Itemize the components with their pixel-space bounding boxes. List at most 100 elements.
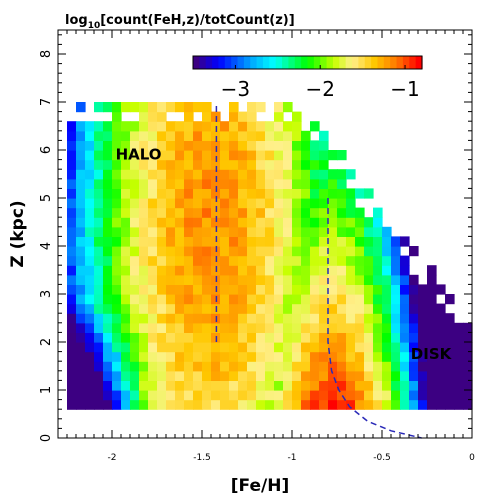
heatmap-cell: [157, 265, 167, 276]
heatmap-cell: [337, 150, 347, 161]
heatmap-cell: [409, 361, 419, 372]
heatmap-cell: [193, 121, 203, 132]
heatmap-cell: [247, 178, 257, 189]
heatmap-cell: [328, 226, 338, 237]
heatmap-cell: [418, 380, 428, 391]
heatmap-cell: [130, 399, 140, 410]
heatmap-cell: [130, 342, 140, 353]
heatmap-cell: [337, 351, 347, 362]
heatmap-cell: [283, 294, 293, 305]
heatmap-cell: [229, 399, 239, 410]
heatmap-cell: [283, 236, 293, 247]
heatmap-cell: [121, 265, 131, 276]
heatmap-cell: [283, 188, 293, 199]
heatmap-cell: [364, 313, 374, 324]
heatmap-cell: [247, 294, 257, 305]
heatmap-cell: [229, 111, 239, 122]
heatmap-cell: [364, 236, 374, 247]
heatmap-cell: [211, 169, 221, 180]
heatmap-cell: [292, 150, 302, 161]
heatmap-cell: [292, 274, 302, 285]
heatmap-cell: [310, 342, 320, 353]
heatmap-cell: [355, 217, 365, 228]
heatmap-cell: [85, 255, 95, 266]
heatmap-cell: [346, 207, 356, 218]
heatmap-cell: [418, 351, 428, 362]
heatmap-cell: [148, 226, 158, 237]
heatmap-cell: [112, 303, 122, 314]
heatmap-cell: [382, 236, 392, 247]
heatmap-cell: [337, 226, 347, 237]
heatmap-cell: [382, 284, 392, 295]
heatmap-cell: [220, 255, 230, 266]
heatmap-cell: [166, 102, 176, 113]
heatmap-cell: [265, 294, 275, 305]
colorbar-swatch: [313, 56, 321, 69]
heatmap-cell: [148, 159, 158, 170]
heatmap-cell: [229, 284, 239, 295]
heatmap-cell: [193, 399, 203, 410]
heatmap-cell: [94, 361, 104, 372]
axes: 0 1 2 3 4 5 6 7 8 -2 -1.5 -1 -0.5 0: [39, 30, 475, 463]
heatmap-cell: [409, 399, 419, 410]
heatmap-cell: [328, 207, 338, 218]
heatmap-cell: [175, 351, 185, 362]
heatmap-cell: [148, 111, 158, 122]
heatmap-cell: [247, 121, 257, 132]
heatmap-cell: [283, 130, 293, 141]
heatmap-cell: [220, 198, 230, 209]
heatmap-cell: [130, 226, 140, 237]
heatmap-cell: [382, 390, 392, 401]
disk-dashed-curve: [327, 198, 422, 439]
heatmap-cell: [211, 342, 221, 353]
heatmap-cell: [121, 284, 131, 295]
heatmap-cell: [76, 313, 86, 324]
heatmap-cell: [184, 351, 194, 362]
heatmap-cell: [148, 140, 158, 151]
heatmap-cell: [301, 294, 311, 305]
heatmap-cell: [292, 322, 302, 333]
heatmap-cell: [328, 313, 338, 324]
heatmap-cell: [373, 303, 383, 314]
heatmap-cell: [202, 140, 212, 151]
heatmap-cell: [364, 322, 374, 333]
heatmap-cell: [112, 130, 122, 141]
heatmap-cell: [76, 380, 86, 391]
heatmap-cell: [391, 313, 401, 324]
heatmap-cell: [67, 188, 77, 199]
colorbar-swatch: [396, 56, 404, 69]
heatmap-cell: [193, 332, 203, 343]
heatmap-cell: [265, 274, 275, 285]
heatmap-cell: [247, 370, 257, 381]
heatmap-cell: [157, 198, 167, 209]
heatmap-cell: [112, 188, 122, 199]
heatmap-cell: [274, 207, 284, 218]
heatmap-cell: [220, 236, 230, 247]
heatmap-cell: [283, 102, 293, 113]
heatmap-cell: [265, 226, 275, 237]
heatmap-cell: [121, 140, 131, 151]
heatmap-cell: [445, 351, 455, 362]
heatmap-cell: [427, 342, 437, 353]
heatmap-cell: [382, 303, 392, 314]
heatmap-cell: [364, 188, 374, 199]
heatmap-cell: [103, 159, 113, 170]
heatmap-cell: [283, 274, 293, 285]
heatmap-cell: [229, 370, 239, 381]
heatmap-cell: [175, 370, 185, 381]
heatmap-cell: [202, 121, 212, 132]
heatmap-cell: [265, 236, 275, 247]
heatmap-cell: [211, 150, 221, 161]
heatmap-cell: [94, 178, 104, 189]
heatmap-cell: [202, 361, 212, 372]
heatmap-cell: [166, 140, 176, 151]
heatmap-cell: [166, 274, 176, 285]
heatmap-cell: [220, 150, 230, 161]
heatmap-cell: [400, 399, 410, 410]
heatmap-cell: [247, 399, 257, 410]
heatmap-cell: [454, 351, 464, 362]
heatmap-cell: [103, 236, 113, 247]
heatmap-cell: [103, 198, 113, 209]
heatmap-cell: [112, 370, 122, 381]
heatmap-cell: [184, 274, 194, 285]
